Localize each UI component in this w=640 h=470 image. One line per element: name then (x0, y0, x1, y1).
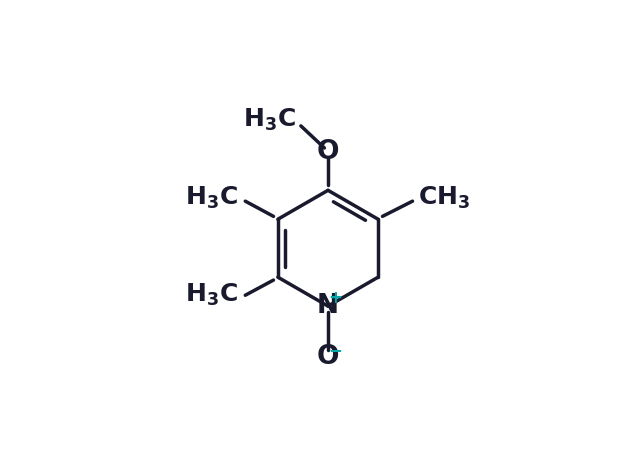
Text: $\mathbf{H_3C}$: $\mathbf{H_3C}$ (185, 282, 238, 308)
Text: +: + (328, 289, 342, 307)
Text: O: O (317, 344, 339, 370)
Text: $\mathbf{H_3C}$: $\mathbf{H_3C}$ (185, 184, 238, 211)
Text: O: O (317, 139, 339, 165)
Text: $\mathbf{CH_3}$: $\mathbf{CH_3}$ (418, 184, 470, 211)
Text: N: N (317, 293, 339, 319)
Text: $\mathbf{H_3C}$: $\mathbf{H_3C}$ (243, 107, 296, 133)
Text: −: − (328, 341, 342, 359)
